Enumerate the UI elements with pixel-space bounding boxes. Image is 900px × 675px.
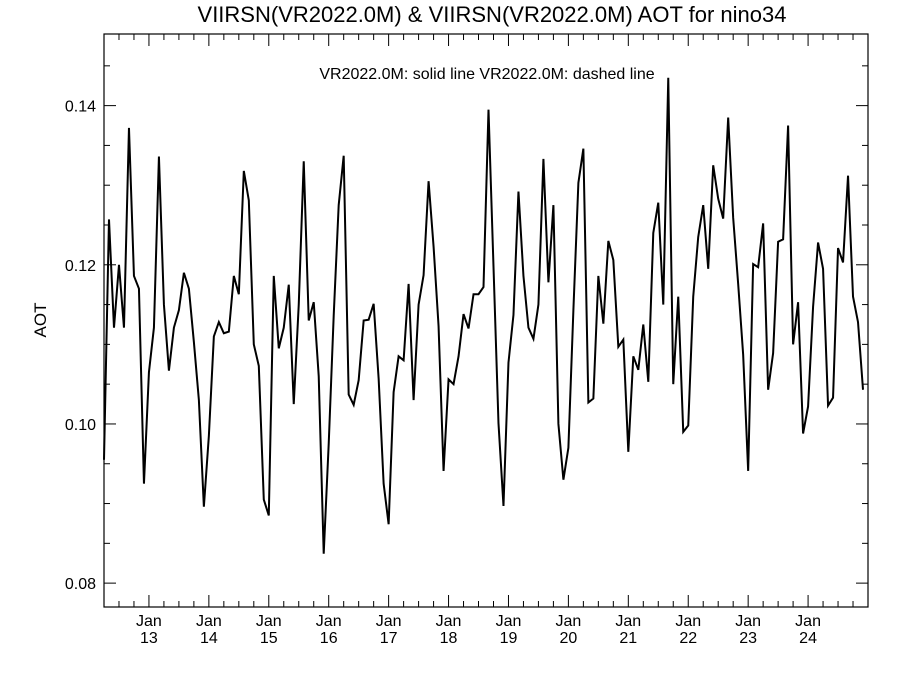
x-tick-month: Jan <box>795 613 821 630</box>
x-tick-month: Jan <box>256 613 282 630</box>
series-line-vr2022-0m <box>103 77 865 554</box>
x-tick-month: Jan <box>316 613 342 630</box>
y-tick-label: 0.08 <box>65 576 96 593</box>
x-tick-year: 18 <box>440 630 458 647</box>
y-axis-label: AOT <box>31 303 50 338</box>
x-tick-month: Jan <box>436 613 462 630</box>
x-tick-year: 16 <box>320 630 338 647</box>
x-tick-year: 22 <box>679 630 697 647</box>
x-tick-year: 17 <box>380 630 398 647</box>
series-layer <box>103 77 865 554</box>
x-tick-year: 13 <box>140 630 158 647</box>
chart-title: VIIRSN(VR2022.0M) & VIIRSN(VR2022.0M) AO… <box>198 2 787 27</box>
x-tick-month: Jan <box>555 613 581 630</box>
x-tick-year: 21 <box>619 630 637 647</box>
x-tick-month: Jan <box>675 613 701 630</box>
x-tick-year: 23 <box>739 630 757 647</box>
x-tick-year: 19 <box>500 630 518 647</box>
y-tick-label: 0.14 <box>65 99 96 116</box>
x-tick-month: Jan <box>496 613 522 630</box>
y-tick-labels: 0.08 0.10 0.12 0.14 <box>65 99 96 594</box>
x-tick-year: 14 <box>200 630 218 647</box>
y-tick-label: 0.12 <box>65 258 96 275</box>
x-tick-year: 20 <box>559 630 577 647</box>
series-style-note: VR2022.0M: solid line VR2022.0M: dashed … <box>319 66 654 83</box>
x-tick-month: Jan <box>376 613 402 630</box>
x-tick-year: 24 <box>799 630 817 647</box>
x-tick-month: Jan <box>615 613 641 630</box>
x-tick-month: Jan <box>196 613 222 630</box>
plot-frame <box>103 33 869 608</box>
x-tick-labels: Jan13Jan14Jan15Jan16Jan17Jan18Jan19Jan20… <box>136 613 821 647</box>
x-tick-month: Jan <box>136 613 162 630</box>
y-tick-label: 0.10 <box>65 417 96 434</box>
axis-ticks <box>103 34 868 607</box>
x-tick-month: Jan <box>735 613 761 630</box>
x-tick-year: 15 <box>260 630 278 647</box>
